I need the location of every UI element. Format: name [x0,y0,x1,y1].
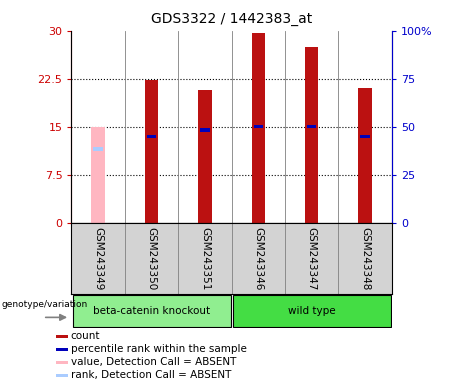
Title: GDS3322 / 1442383_at: GDS3322 / 1442383_at [151,12,312,25]
Bar [91,127,105,223]
Bar [56,374,68,377]
Bar [147,134,156,138]
Text: genotype/variation: genotype/variation [1,300,88,309]
Text: count: count [71,331,100,341]
Text: GSM243347: GSM243347 [307,227,317,290]
Text: beta-catenin knockout: beta-catenin knockout [93,306,210,316]
Bar [252,33,265,223]
Bar [94,147,103,151]
Bar [254,125,263,129]
Bar [307,125,316,129]
Bar [145,80,158,223]
Text: GSM243346: GSM243346 [254,227,263,290]
Text: percentile rank within the sample: percentile rank within the sample [71,344,246,354]
Text: GSM243351: GSM243351 [200,227,210,290]
Bar [359,88,372,223]
Text: GSM243350: GSM243350 [147,227,157,290]
Bar [200,128,210,132]
Bar [72,296,230,326]
Bar [361,134,370,138]
Bar [56,361,68,364]
Text: GSM243349: GSM243349 [93,227,103,290]
Text: wild type: wild type [288,306,336,316]
Bar [305,47,319,223]
Text: value, Detection Call = ABSENT: value, Detection Call = ABSENT [71,357,236,367]
Bar [233,296,391,326]
Bar [198,90,212,223]
Text: GSM243348: GSM243348 [360,227,370,290]
Text: rank, Detection Call = ABSENT: rank, Detection Call = ABSENT [71,370,231,380]
Bar [56,335,68,338]
Bar [56,348,68,351]
